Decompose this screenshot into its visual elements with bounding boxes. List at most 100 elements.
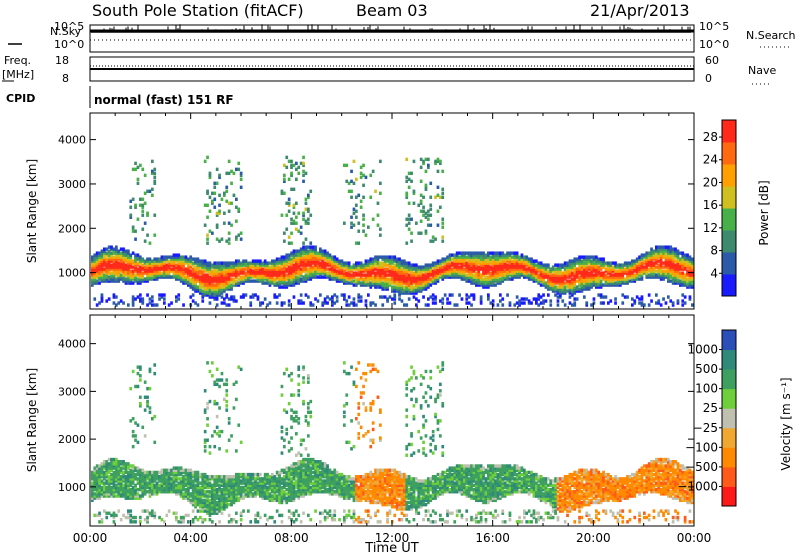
heatmap-cell bbox=[103, 475, 106, 479]
heatmap-cell bbox=[587, 259, 591, 263]
heatmap-cell bbox=[122, 479, 125, 483]
heatmap-cell bbox=[472, 259, 476, 263]
heatmap-cell bbox=[501, 271, 505, 275]
heatmap-cell bbox=[124, 253, 128, 257]
heatmap-cell bbox=[508, 301, 512, 305]
heatmap-cell bbox=[201, 283, 205, 287]
heatmap-cell bbox=[463, 273, 466, 277]
heatmap-cell bbox=[146, 483, 149, 488]
heatmap-cell bbox=[667, 271, 670, 275]
heatmap-cell bbox=[220, 265, 224, 269]
heatmap-cell bbox=[645, 257, 649, 261]
heatmap-cell bbox=[419, 275, 423, 279]
heatmap-cell bbox=[465, 279, 469, 283]
heatmap-cell bbox=[422, 283, 425, 287]
heatmap-cell bbox=[235, 263, 238, 267]
heatmap-cell bbox=[259, 261, 262, 265]
heatmap-cell bbox=[124, 487, 128, 492]
heatmap-cell bbox=[319, 251, 322, 255]
heatmap-cell bbox=[479, 257, 483, 261]
heatmap-cell bbox=[285, 261, 289, 265]
heatmap-cell bbox=[295, 279, 298, 283]
heatmap-cell bbox=[225, 265, 229, 269]
heatmap-cell bbox=[542, 279, 545, 283]
heatmap-cell bbox=[671, 303, 675, 307]
heatmap-cell bbox=[542, 263, 545, 267]
heatmap-cell bbox=[163, 269, 166, 273]
heatmap-cell bbox=[321, 259, 325, 263]
heatmap-cell bbox=[513, 253, 517, 257]
heatmap-cell bbox=[129, 481, 133, 485]
heatmap-cell bbox=[681, 271, 685, 275]
heatmap-cell bbox=[129, 273, 133, 277]
heatmap-cell bbox=[307, 261, 310, 265]
heatmap-cell bbox=[479, 273, 483, 277]
heatmap-cell bbox=[139, 496, 142, 500]
heatmap-cell bbox=[237, 265, 241, 269]
heatmap-cell bbox=[515, 271, 519, 275]
heatmap-cell bbox=[441, 277, 445, 281]
heatmap-cell bbox=[621, 281, 625, 285]
heatmap-cell bbox=[391, 269, 394, 273]
heatmap-cell bbox=[650, 251, 653, 255]
heatmap-cell bbox=[664, 271, 668, 275]
heatmap-cell bbox=[494, 267, 497, 271]
heatmap-cell bbox=[640, 273, 644, 277]
heatmap-cell bbox=[364, 281, 368, 285]
heatmap-cell bbox=[465, 273, 469, 277]
heatmap-cell bbox=[158, 273, 161, 277]
heatmap-cell bbox=[167, 303, 171, 307]
noise-tick-low-left: 10^0 bbox=[54, 38, 84, 51]
heatmap-cell bbox=[364, 267, 368, 271]
heatmap-cell bbox=[422, 213, 425, 217]
heatmap-cell bbox=[679, 251, 682, 255]
heatmap-cell bbox=[511, 259, 514, 263]
heatmap-cell bbox=[117, 475, 121, 479]
heatmap-cell bbox=[143, 470, 147, 475]
heatmap-cell bbox=[129, 279, 133, 283]
heatmap-cell bbox=[311, 303, 315, 307]
heatmap-cell bbox=[105, 472, 109, 477]
heatmap-cell bbox=[309, 261, 313, 265]
heatmap-cell bbox=[191, 283, 195, 287]
heatmap-cell bbox=[410, 285, 413, 289]
heatmap-cell bbox=[139, 297, 142, 301]
heatmap-cell bbox=[319, 257, 322, 261]
heatmap-cell bbox=[659, 249, 663, 253]
heatmap-cell bbox=[345, 263, 349, 267]
heatmap-cell bbox=[556, 267, 560, 271]
heatmap-cell bbox=[189, 259, 193, 263]
heatmap-cell bbox=[172, 271, 176, 275]
heatmap-cell bbox=[446, 259, 449, 263]
heatmap-cell bbox=[405, 193, 409, 197]
heatmap-cell bbox=[110, 490, 113, 494]
heatmap-cell bbox=[143, 265, 147, 269]
heatmap-cell bbox=[626, 277, 629, 281]
heatmap-cell bbox=[158, 490, 161, 494]
heatmap-cell bbox=[268, 301, 272, 305]
heatmap-cell bbox=[460, 251, 464, 255]
heatmap-cell bbox=[362, 213, 365, 217]
heatmap-cell bbox=[347, 263, 351, 267]
heatmap-cell bbox=[544, 265, 548, 269]
heatmap-cell bbox=[129, 275, 133, 279]
heatmap-cell bbox=[131, 265, 135, 269]
heatmap-cell bbox=[355, 279, 358, 283]
heatmap-cell bbox=[415, 221, 418, 225]
heatmap-cell bbox=[436, 271, 440, 275]
heatmap-cell bbox=[304, 255, 308, 259]
heatmap-cell bbox=[148, 492, 152, 496]
heatmap-cell bbox=[333, 269, 337, 273]
heatmap-cell bbox=[232, 277, 236, 281]
heatmap-cell bbox=[227, 231, 231, 235]
heatmap-cell bbox=[364, 279, 368, 283]
heatmap-cell bbox=[467, 261, 471, 265]
heatmap-cell bbox=[287, 259, 291, 263]
heatmap-cell bbox=[309, 213, 313, 217]
heatmap-cell bbox=[146, 395, 149, 399]
heatmap-cell bbox=[499, 259, 502, 263]
heatmap-cell bbox=[266, 265, 269, 269]
heatmap-cell bbox=[674, 281, 677, 285]
heatmap-cell bbox=[585, 283, 589, 287]
heatmap-cell bbox=[453, 257, 457, 261]
